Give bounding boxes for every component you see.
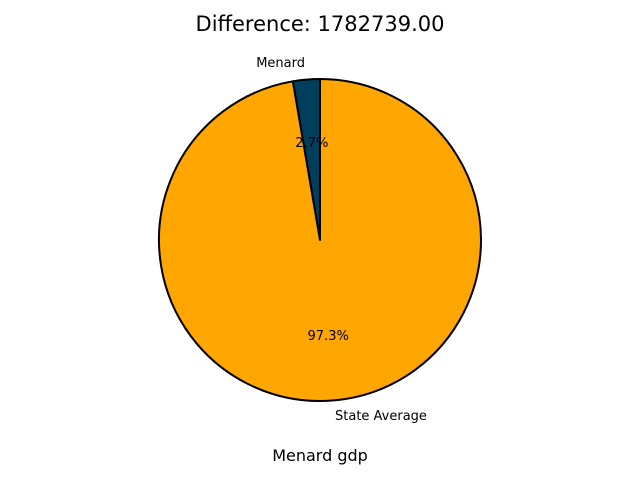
x-axis-label: Menard gdp — [272, 446, 368, 465]
pie-labels: Menard 2.7% State Average 97.3% — [256, 56, 427, 424]
slice-label: State Average — [335, 409, 427, 424]
pie-slice-state-average — [158, 78, 482, 402]
chart-title: Difference: 1782739.00 — [196, 12, 445, 36]
slice-percent-label: 97.3% — [308, 329, 349, 344]
slice-percent-label: 2.7% — [295, 136, 328, 151]
slice-label: Menard — [256, 56, 305, 71]
pie-slices — [158, 78, 482, 402]
